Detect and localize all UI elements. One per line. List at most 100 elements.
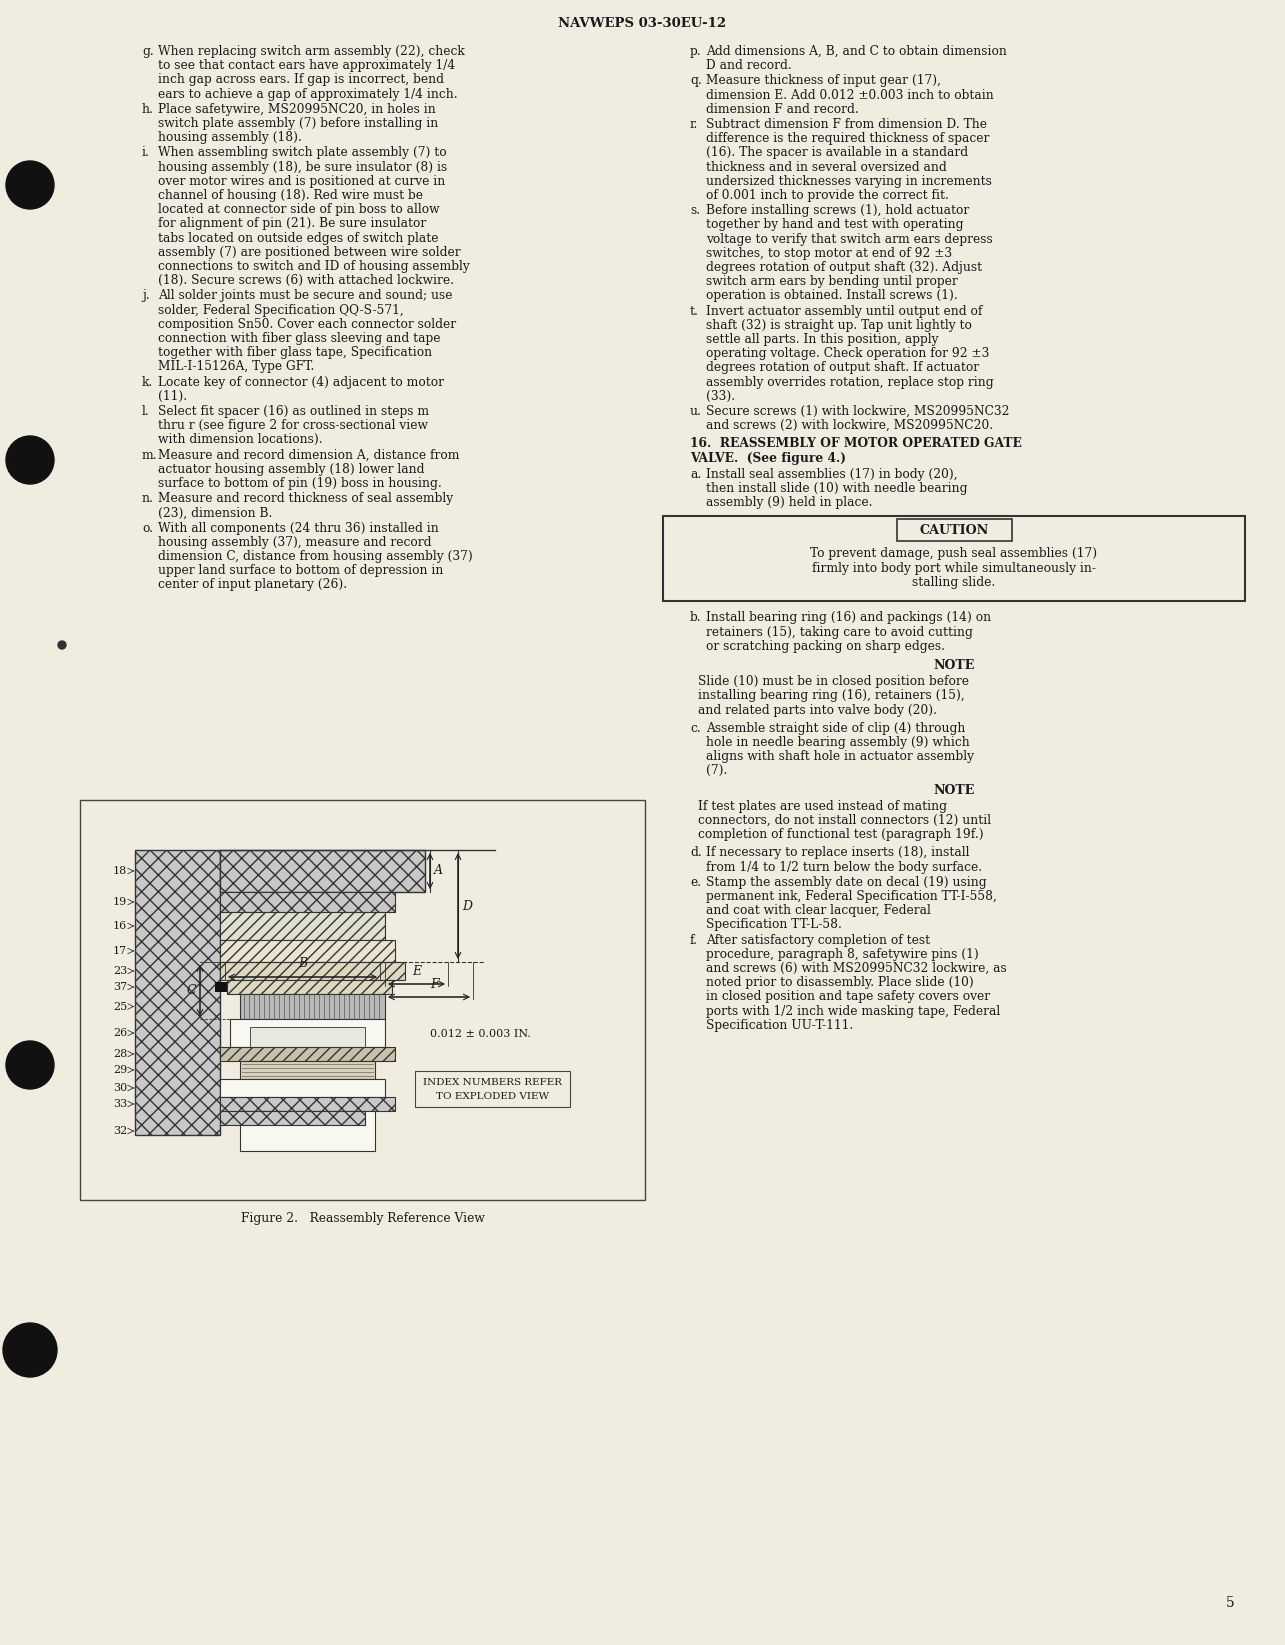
Text: assembly overrides rotation, replace stop ring: assembly overrides rotation, replace sto… [705,375,993,388]
Text: F: F [429,979,438,990]
Text: housing assembly (18), be sure insulator (8) is: housing assembly (18), be sure insulator… [158,161,447,174]
Text: j.: j. [143,290,150,303]
Bar [240,1061,375,1079]
Bar [227,980,392,994]
Text: located at connector side of pin boss to allow: located at connector side of pin boss to… [158,204,439,215]
Text: settle all parts. In this position, apply: settle all parts. In this position, appl… [705,332,938,345]
Text: shaft (32) is straight up. Tap unit lightly to: shaft (32) is straight up. Tap unit ligh… [705,319,971,332]
Text: q.: q. [690,74,702,87]
Text: h.: h. [143,102,154,115]
Text: 17: 17 [113,946,127,956]
Bar [220,911,386,939]
Text: Select fit spacer (16) as outlined in steps m: Select fit spacer (16) as outlined in st… [158,405,429,418]
Text: difference is the required thickness of spacer: difference is the required thickness of … [705,132,989,145]
Text: actuator housing assembly (18) lower land: actuator housing assembly (18) lower lan… [158,462,424,475]
Text: (18). Secure screws (6) with attached lockwire.: (18). Secure screws (6) with attached lo… [158,275,454,288]
Text: d.: d. [690,847,702,859]
Text: dimension E. Add 0.012 ±0.003 inch to obtain: dimension E. Add 0.012 ±0.003 inch to ob… [705,89,993,102]
Text: 33: 33 [113,1099,127,1109]
Text: 18: 18 [113,865,127,877]
Text: of 0.001 inch to provide the correct fit.: of 0.001 inch to provide the correct fit… [705,189,948,202]
Bar [240,1110,375,1151]
Text: then install slide (10) with needle bearing: then install slide (10) with needle bear… [705,482,968,495]
Text: channel of housing (18). Red wire must be: channel of housing (18). Red wire must b… [158,189,423,202]
Bar [415,1071,571,1107]
Text: Measure and record dimension A, distance from: Measure and record dimension A, distance… [158,449,460,462]
Text: assembly (9) held in place.: assembly (9) held in place. [705,497,873,510]
Text: and screws (2) with lockwire, MS20995NC20.: and screws (2) with lockwire, MS20995NC2… [705,419,993,433]
Text: i.: i. [143,146,150,160]
Text: over motor wires and is positioned at curve in: over motor wires and is positioned at cu… [158,174,445,188]
Bar [220,1079,386,1097]
Text: CAUTION: CAUTION [919,523,988,536]
Text: A: A [434,865,443,877]
Text: o.: o. [143,521,153,535]
Text: r.: r. [690,118,698,132]
Text: dimension C, distance from housing assembly (37): dimension C, distance from housing assem… [158,549,473,563]
Bar [220,939,394,962]
Text: Figure 2.   Reassembly Reference View: Figure 2. Reassembly Reference View [240,1212,484,1226]
Bar [220,892,394,911]
Text: housing assembly (37), measure and record: housing assembly (37), measure and recor… [158,536,432,549]
Text: (16). The spacer is available in a standard: (16). The spacer is available in a stand… [705,146,968,160]
Text: dimension F and record.: dimension F and record. [705,102,858,115]
Circle shape [3,1323,57,1377]
Text: 32: 32 [113,1125,127,1137]
Text: to see that contact ears have approximately 1/4: to see that contact ears have approximat… [158,59,455,72]
Text: connections to switch and ID of housing assembly: connections to switch and ID of housing … [158,260,470,273]
Text: together by hand and test with operating: together by hand and test with operating [705,219,964,232]
Text: 25: 25 [113,1002,127,1012]
Bar [135,850,220,1135]
Text: hole in needle bearing assembly (9) which: hole in needle bearing assembly (9) whic… [705,735,970,748]
Text: Locate key of connector (4) adjacent to motor: Locate key of connector (4) adjacent to … [158,375,445,388]
Text: together with fiber glass tape, Specification: together with fiber glass tape, Specific… [158,345,432,359]
Text: and screws (6) with MS20995NC32 lockwire, as: and screws (6) with MS20995NC32 lockwire… [705,962,1006,975]
Text: NOTE: NOTE [933,660,975,673]
Text: operating voltage. Check operation for 92 ±3: operating voltage. Check operation for 9… [705,347,989,360]
Text: undersized thicknesses varying in increments: undersized thicknesses varying in increm… [705,174,992,188]
Bar [220,1046,394,1061]
Circle shape [6,1041,54,1089]
Text: connection with fiber glass sleeving and tape: connection with fiber glass sleeving and… [158,332,441,345]
Text: 29: 29 [113,1064,127,1074]
Text: aligns with shaft hole in actuator assembly: aligns with shaft hole in actuator assem… [705,750,974,763]
Text: and coat with clear lacquer, Federal: and coat with clear lacquer, Federal [705,905,930,918]
Text: in closed position and tape safety covers over: in closed position and tape safety cover… [705,990,991,1003]
Text: n.: n. [143,492,154,505]
Text: l.: l. [143,405,150,418]
Text: B: B [298,957,307,971]
Text: Before installing screws (1), hold actuator: Before installing screws (1), hold actua… [705,204,969,217]
Bar [220,962,405,980]
Bar [663,517,1245,602]
Text: If necessary to replace inserts (18), install: If necessary to replace inserts (18), in… [705,847,969,859]
Text: 37: 37 [113,982,127,992]
Bar [251,1026,365,1046]
Text: u.: u. [690,405,702,418]
Text: ports with 1/2 inch wide masking tape, Federal: ports with 1/2 inch wide masking tape, F… [705,1005,1000,1018]
Text: (23), dimension B.: (23), dimension B. [158,507,272,520]
Text: g.: g. [143,44,154,58]
Text: Subtract dimension F from dimension D. The: Subtract dimension F from dimension D. T… [705,118,987,132]
Text: 30: 30 [113,1082,127,1092]
Text: s.: s. [690,204,700,217]
Text: k.: k. [143,375,153,388]
Text: Stamp the assembly date on decal (19) using: Stamp the assembly date on decal (19) us… [705,875,987,888]
Text: D: D [463,900,472,913]
Text: Assemble straight side of clip (4) through: Assemble straight side of clip (4) throu… [705,722,965,735]
Bar [215,982,227,992]
Text: Add dimensions A, B, and C to obtain dimension: Add dimensions A, B, and C to obtain dim… [705,44,1007,58]
Text: noted prior to disassembly. Place slide (10): noted prior to disassembly. Place slide … [705,975,974,989]
Text: f.: f. [690,934,698,946]
Text: (11).: (11). [158,390,188,403]
Text: Install bearing ring (16) and packings (14) on: Install bearing ring (16) and packings (… [705,612,991,625]
Text: b.: b. [690,612,702,625]
Text: Slide (10) must be in closed position before: Slide (10) must be in closed position be… [698,674,969,688]
Text: retainers (15), taking care to avoid cutting: retainers (15), taking care to avoid cut… [705,625,973,638]
Text: assembly (7) are positioned between wire solder: assembly (7) are positioned between wire… [158,245,460,258]
Text: with dimension locations).: with dimension locations). [158,433,323,446]
Text: C: C [186,984,197,997]
Text: (7).: (7). [705,765,727,778]
Text: thickness and in several oversized and: thickness and in several oversized and [705,161,947,174]
Text: After satisfactory completion of test: After satisfactory completion of test [705,934,930,946]
Text: Invert actuator assembly until output end of: Invert actuator assembly until output en… [705,304,982,317]
